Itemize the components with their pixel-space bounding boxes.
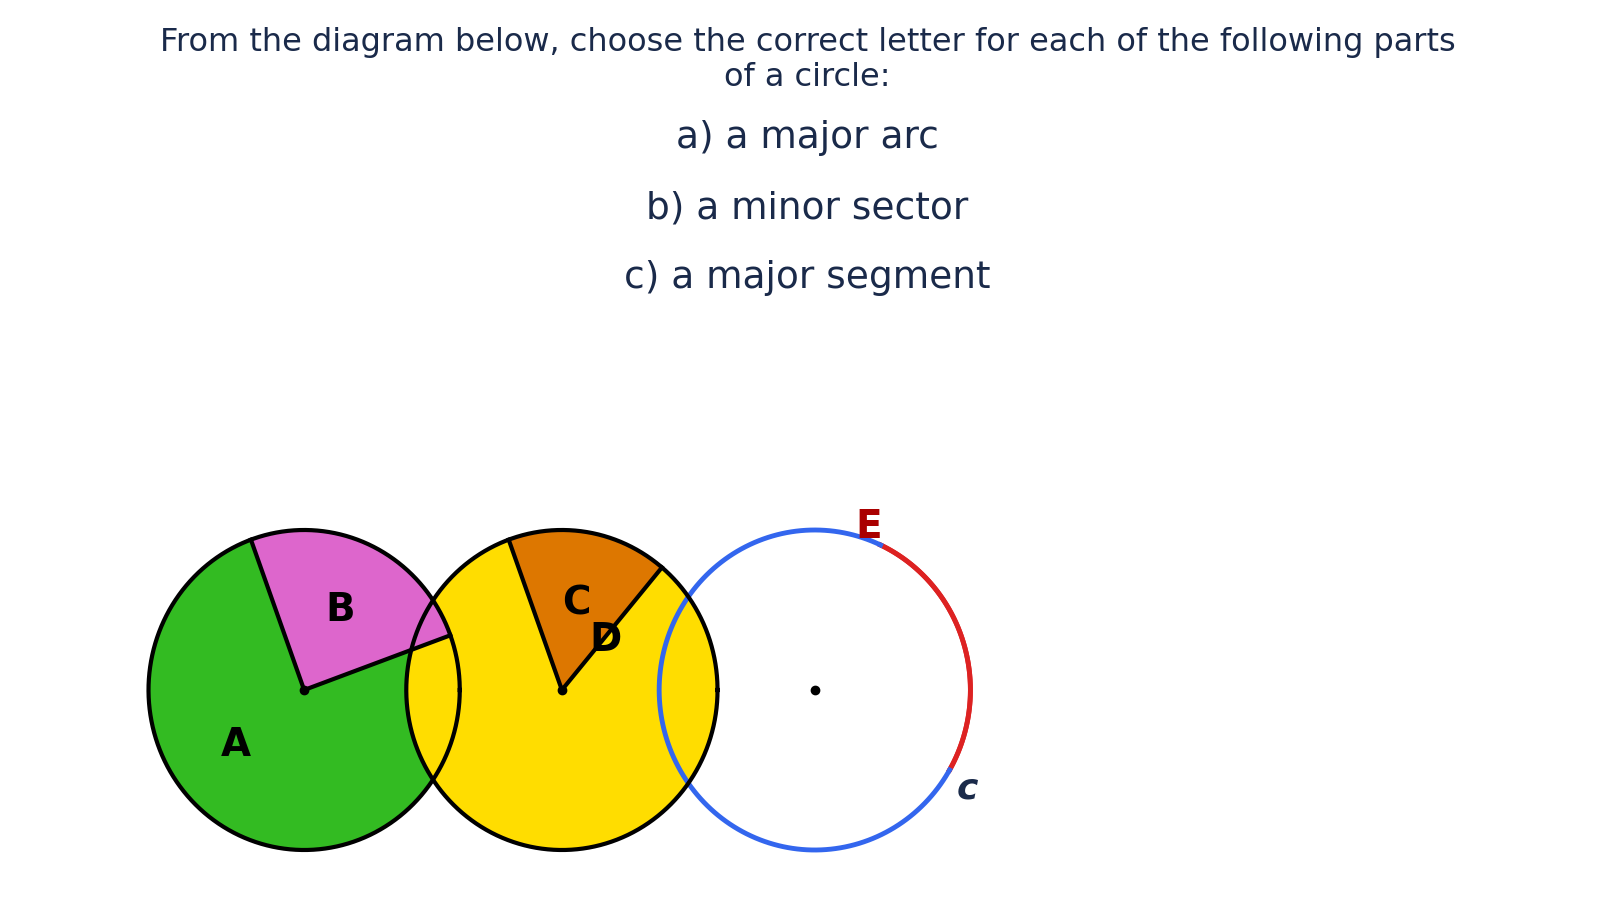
Text: b) a minor sector: b) a minor sector	[646, 190, 968, 226]
Text: c: c	[955, 771, 976, 805]
Text: D: D	[589, 621, 621, 659]
Text: B: B	[326, 591, 355, 629]
Polygon shape	[508, 530, 662, 690]
Text: of a circle:: of a circle:	[723, 62, 891, 93]
Text: a) a major arc: a) a major arc	[676, 120, 938, 156]
Text: E: E	[855, 508, 881, 546]
Polygon shape	[407, 530, 717, 850]
Text: C: C	[562, 585, 591, 623]
Text: A: A	[221, 726, 250, 764]
Text: c) a major segment: c) a major segment	[625, 260, 989, 296]
Polygon shape	[148, 530, 460, 850]
Text: From the diagram below, choose the correct letter for each of the following part: From the diagram below, choose the corre…	[160, 26, 1454, 58]
Polygon shape	[250, 530, 450, 690]
